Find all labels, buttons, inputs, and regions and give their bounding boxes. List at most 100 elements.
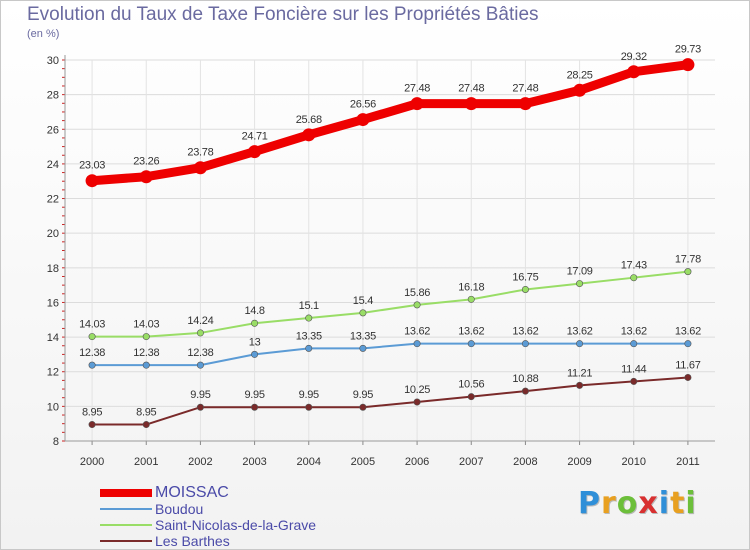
- data-point: [467, 295, 475, 303]
- chart-legend: MOISSAC Boudou Saint-Nicolas-de-la-Grave Le…: [100, 485, 400, 549]
- data-label: 16.75: [512, 271, 538, 283]
- data-point: [410, 97, 424, 111]
- data-point: [196, 403, 204, 411]
- data-label: 13: [249, 336, 261, 348]
- data-point: [684, 268, 692, 276]
- data-label: 25.68: [296, 114, 322, 126]
- data-point: [251, 350, 259, 358]
- legend-label: Boudou: [155, 501, 204, 517]
- data-point: [142, 333, 150, 341]
- y-tick-label: 16: [47, 297, 59, 309]
- x-tick-label: 2003: [242, 456, 266, 468]
- data-label: 26.56: [350, 99, 376, 111]
- legend-item: Boudou: [100, 501, 400, 517]
- y-tick-label: 30: [47, 55, 59, 67]
- data-point: [684, 373, 692, 381]
- x-tick-label: 2004: [297, 456, 321, 468]
- series-line-saint-nicolas-de-la-grave: [91, 270, 689, 338]
- data-point: [142, 421, 150, 429]
- series-line-boudou: [91, 342, 689, 367]
- y-tick-label: 20: [47, 228, 59, 240]
- x-tick-label: 2011: [676, 456, 700, 468]
- chart-unit-label: (en %): [27, 28, 60, 40]
- legend-item: Saint-Nicolas-de-la-Grave: [100, 517, 400, 533]
- data-label: 12.38: [79, 347, 105, 359]
- data-point: [251, 319, 259, 327]
- x-tick-label: 2005: [351, 456, 375, 468]
- data-point: [359, 403, 367, 411]
- y-tick-label: 22: [47, 194, 59, 206]
- data-point: [627, 65, 641, 79]
- data-point: [684, 340, 692, 348]
- data-point: [305, 314, 313, 322]
- logo-letter: o: [616, 486, 639, 521]
- data-label: 17.09: [567, 266, 593, 278]
- logo-letter: t: [670, 486, 686, 521]
- x-tick-label: 2008: [513, 456, 537, 468]
- logo-letter: x: [638, 486, 659, 521]
- data-label: 12.38: [133, 347, 159, 359]
- legend-swatch: [100, 540, 152, 542]
- data-label: 17.43: [621, 260, 647, 272]
- logo-letter: r: [601, 486, 617, 521]
- y-tick-label: 24: [47, 159, 59, 171]
- data-point: [356, 113, 370, 127]
- y-tick-label: 26: [47, 124, 59, 136]
- data-point: [413, 398, 421, 406]
- data-label: 23.26: [133, 156, 159, 168]
- data-point: [521, 340, 529, 348]
- data-label: 10.56: [458, 379, 484, 391]
- data-point: [576, 340, 584, 348]
- data-label: 14.24: [187, 315, 213, 327]
- data-label: 9.95: [190, 389, 210, 401]
- x-tick-label: 2007: [459, 456, 483, 468]
- data-point: [467, 393, 475, 401]
- data-label: 13.62: [458, 326, 484, 338]
- data-point: [518, 97, 532, 111]
- legend-item: Les Barthes: [100, 533, 400, 549]
- y-tick-label: 8: [53, 436, 59, 448]
- series-line-moissac: [87, 60, 693, 186]
- data-point: [305, 344, 313, 352]
- data-point: [302, 128, 316, 142]
- data-point: [139, 170, 153, 184]
- data-label: 29.73: [675, 44, 701, 56]
- data-label: 13.62: [404, 326, 430, 338]
- data-label: 27.48: [404, 83, 430, 95]
- data-point: [573, 83, 587, 97]
- data-point: [251, 403, 259, 411]
- data-point: [85, 174, 99, 188]
- legend-label: Saint-Nicolas-de-la-Grave: [155, 517, 317, 533]
- data-point: [464, 97, 478, 111]
- data-label: 10.88: [512, 373, 538, 385]
- logo-letter: P: [578, 486, 601, 521]
- y-tick-label: 14: [47, 332, 59, 344]
- legend-swatch: [100, 489, 152, 497]
- data-label: 16.18: [458, 281, 484, 293]
- data-label: 8.95: [136, 407, 156, 419]
- data-label: 24.71: [242, 131, 268, 143]
- data-label: 9.95: [353, 389, 373, 401]
- data-point: [630, 340, 638, 348]
- data-label: 13.35: [296, 330, 322, 342]
- data-label: 15.86: [404, 287, 430, 299]
- proxiti-logo: Proxiti: [578, 486, 697, 521]
- data-label: 15.4: [353, 295, 373, 307]
- x-tick-label: 2001: [134, 456, 158, 468]
- data-point: [521, 285, 529, 293]
- data-label: 11.67: [675, 359, 700, 371]
- data-label: 10.25: [404, 384, 430, 396]
- y-tick-label: 12: [47, 367, 59, 379]
- data-label: 9.95: [244, 389, 264, 401]
- data-label: 13.62: [567, 326, 593, 338]
- data-point: [521, 387, 529, 395]
- data-point: [88, 333, 96, 341]
- data-label: 14.03: [133, 319, 159, 331]
- logo-letter: i: [658, 486, 671, 521]
- data-label: 13.35: [350, 330, 376, 342]
- series-line-les-barthes: [91, 376, 689, 426]
- data-label: 9.95: [299, 389, 319, 401]
- data-label: 29.32: [621, 51, 647, 63]
- data-label: 27.48: [512, 83, 538, 95]
